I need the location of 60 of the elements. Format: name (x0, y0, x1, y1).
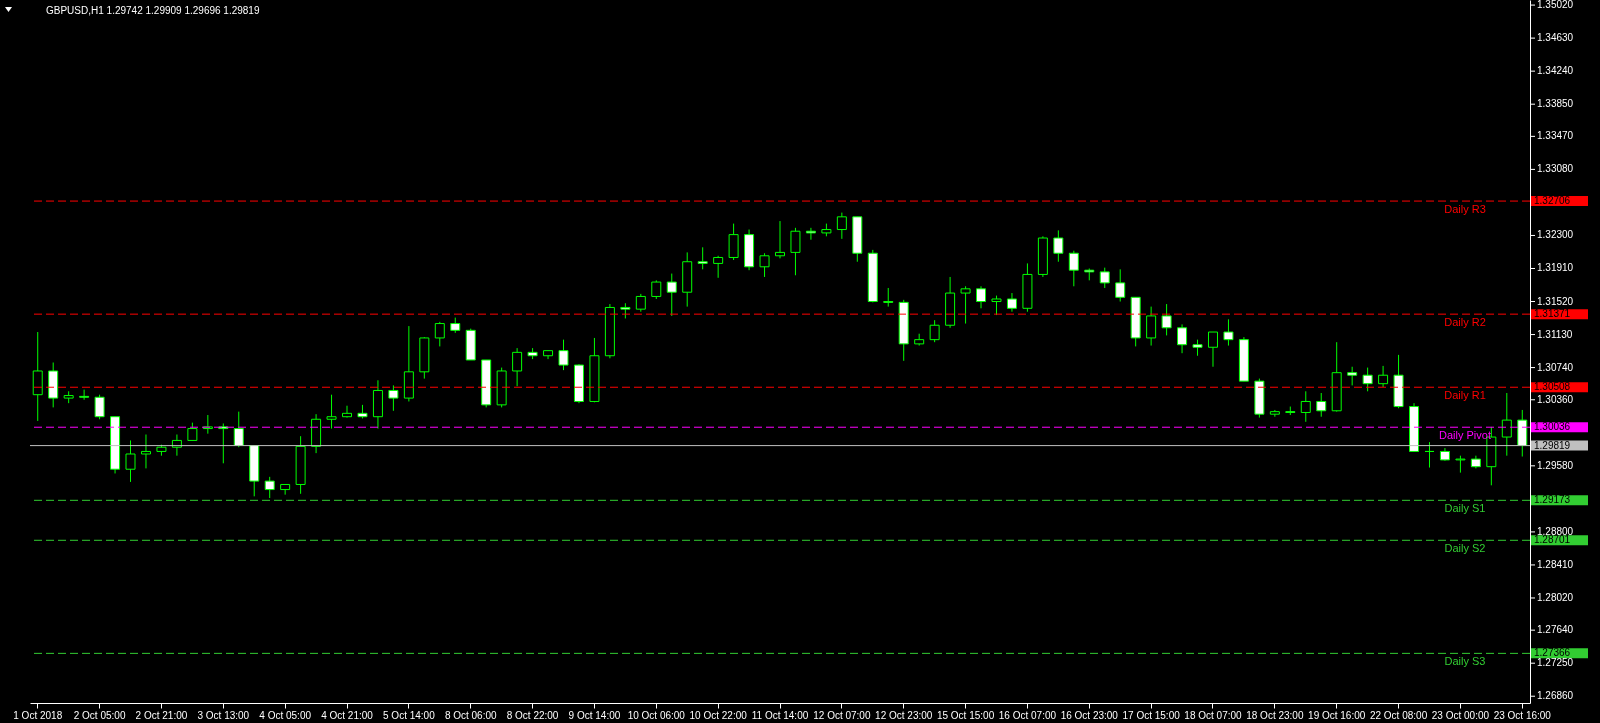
x-tick-label: 10 Oct 06:00 (627, 709, 686, 721)
y-tick-label: 1.31910 (1537, 262, 1574, 274)
x-tick-label: 18 Oct 07:00 (1184, 709, 1243, 721)
text: 1.27366 (1534, 647, 1571, 659)
y-tick-label: 1.33850 (1537, 98, 1574, 110)
text: 1.32706 (1534, 195, 1571, 207)
text: GBPUSD,H1 1.29742 1.29909 1.29696 1.29819 (46, 5, 260, 16)
x-tick-label: 5 Oct 14:00 (383, 709, 436, 721)
x-tick-label: 1 Oct 2018 (13, 709, 63, 721)
x-tick-label: 16 Oct 07:00 (998, 709, 1057, 721)
x-tick-label: 22 Oct 08:00 (1369, 709, 1428, 721)
x-tick-label: 11 Oct 14:00 (751, 709, 809, 721)
y-tick-label: 1.34630 (1537, 32, 1574, 44)
y-tick-label: 1.31520 (1537, 295, 1574, 307)
x-tick-label: 18 Oct 23:00 (1246, 709, 1304, 721)
text: 1.29819 (1534, 439, 1571, 451)
ref-line-label: Daily S1 (1444, 502, 1486, 515)
y-tick-label: 1.35020 (1537, 0, 1574, 11)
y-tick-label: 1.30740 (1537, 361, 1574, 373)
x-tick-label: 19 Oct 16:00 (1308, 709, 1366, 721)
x-tick-label: 17 Oct 15:00 (1122, 709, 1181, 721)
ref-line-label: Daily R1 (1444, 389, 1486, 402)
x-tick-label: 10 Oct 22:00 (689, 709, 748, 721)
y-tick-label: 1.33470 (1537, 130, 1574, 142)
x-tick-label: 3 Oct 13:00 (197, 709, 250, 721)
y-tick-label: 1.28410 (1537, 558, 1574, 570)
x-tick-label: 15 Oct 15:00 (936, 709, 995, 721)
y-tick-label: 1.28800 (1537, 525, 1574, 537)
y-tick-label: 1.27640 (1537, 624, 1574, 636)
text: 1.28701 (1534, 534, 1571, 546)
x-tick-label: 2 Oct 05:00 (73, 709, 126, 721)
x-tick-label: 12 Oct 07:00 (813, 709, 871, 721)
x-tick-label: 4 Oct 21:00 (321, 709, 374, 721)
ref-line-label: Daily R2 (1444, 316, 1486, 329)
ref-line-label: Daily S3 (1444, 655, 1486, 668)
text: 1.30036 (1534, 421, 1571, 433)
y-tick-label: 1.26860 (1537, 690, 1574, 702)
x-tick-label: 12 Oct 23:00 (875, 709, 933, 721)
text: 1.29173 (1534, 494, 1571, 506)
x-tick-label: 16 Oct 23:00 (1060, 709, 1119, 721)
y-tick-label: 1.34240 (1537, 65, 1574, 77)
x-tick-label: 23 Oct 16:00 (1493, 709, 1552, 721)
x-tick-label: 4 Oct 05:00 (259, 709, 312, 721)
x-tick-label: 9 Oct 14:00 (568, 709, 621, 721)
text: 1.31371 (1534, 308, 1571, 320)
x-tick-label: 8 Oct 22:00 (506, 709, 559, 721)
y-tick-label: 1.29580 (1537, 459, 1574, 471)
ref-line-label: Daily S2 (1444, 542, 1486, 555)
ref-line-label: Daily Pivot (1439, 429, 1491, 442)
y-tick-label: 1.31130 (1537, 328, 1573, 340)
x-tick-label: 8 Oct 06:00 (444, 709, 498, 721)
ref-line-label: Daily R3 (1444, 203, 1486, 216)
x-tick-label: 2 Oct 21:00 (135, 709, 188, 721)
x-tick-label: 23 Oct 00:00 (1431, 709, 1490, 721)
y-tick-label: 1.30360 (1537, 393, 1574, 405)
y-tick-label: 1.28020 (1537, 591, 1574, 603)
y-tick-label: 1.33080 (1537, 163, 1574, 175)
text: 1.30508 (1534, 381, 1571, 393)
y-tick-label: 1.32300 (1537, 229, 1574, 241)
y-tick-label: 1.27250 (1537, 657, 1574, 669)
